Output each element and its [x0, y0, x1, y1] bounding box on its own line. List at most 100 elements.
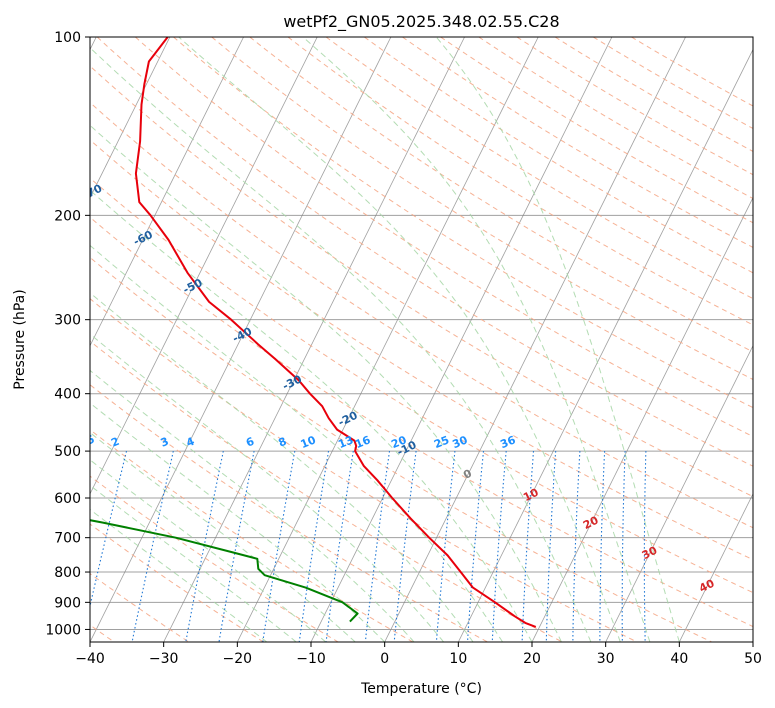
dry-adiabat-label: 40	[697, 577, 717, 596]
mixing-ratio-label: 13	[336, 433, 355, 451]
mixing-ratio-line	[364, 451, 391, 642]
moist-adiabat-line	[90, 459, 327, 642]
moist-adiabat-label: -50	[181, 276, 205, 297]
x-tick-label: −10	[296, 651, 326, 667]
plot-background	[90, 37, 753, 642]
dry-adiabat-line	[211, 37, 753, 381]
isotherm-line	[90, 37, 318, 495]
isotherm-line	[163, 37, 465, 642]
mixing-ratio-label: 20	[389, 433, 408, 451]
mixing-ratio-label: 8	[277, 435, 289, 450]
x-tick-label: 40	[670, 651, 688, 667]
mixing-ratio-line	[643, 451, 647, 642]
x-tick-label: −30	[149, 651, 179, 667]
mixing-ratio-line	[131, 450, 174, 642]
dry-adiabat-line	[90, 475, 339, 642]
mixing-ratio-line	[466, 451, 485, 642]
dry-adiabat-line	[478, 37, 753, 200]
moist-adiabat-line	[90, 402, 386, 642]
mixing-ratio-label: 1.5	[74, 433, 97, 452]
mixing-ratio-line	[621, 451, 626, 642]
mixing-ratio-label: 0.6	[0, 432, 11, 451]
chart-title: wetPf2_GN05.2025.348.02.55.C28	[283, 12, 559, 32]
dry-adiabat-line	[90, 298, 638, 642]
mixing-ratio-label: 2	[109, 435, 121, 450]
y-tick-label: 100	[54, 30, 81, 46]
y-tick-label: 600	[54, 491, 81, 507]
mixing-ratio-label: 1	[40, 435, 52, 450]
x-tick-label: 10	[449, 651, 467, 667]
mixing-ratio-line	[393, 451, 417, 642]
mixing-ratio-label: 16	[353, 433, 372, 451]
x-tick-label: 30	[597, 651, 615, 667]
moist-adiabat-line	[178, 37, 621, 642]
x-tick-label: 50	[744, 651, 762, 667]
isotherm-line	[90, 37, 244, 347]
moist-adiabat-label: -40	[230, 325, 254, 346]
plot-frame	[89, 36, 754, 643]
mixing-ratio-label: 4	[184, 435, 196, 450]
dry-adiabat-line	[325, 37, 753, 300]
isotherm-line	[531, 196, 753, 642]
mixing-ratio-line	[599, 451, 606, 642]
moist-adiabat-label: -60	[131, 228, 155, 249]
mixing-ratio-line	[572, 451, 581, 642]
dry-adiabat-line	[592, 37, 753, 130]
x-tick-label: 0	[380, 651, 389, 667]
isotherm-line	[605, 344, 753, 642]
y-tick-label: 300	[54, 313, 81, 329]
mixing-ratio-label: 10	[299, 433, 318, 451]
y-tick-label: 400	[54, 387, 81, 403]
moist-adiabat-line	[90, 244, 503, 642]
dry-adiabat-line	[90, 101, 753, 529]
isotherm-line	[752, 641, 753, 642]
mixing-ratio-line	[90, 450, 128, 609]
mixing-ratio-label: 25	[432, 433, 451, 451]
isotherm-line	[384, 37, 686, 642]
moist-adiabat-line	[90, 369, 415, 642]
isotherm-line	[457, 48, 753, 642]
dry-adiabat-line	[287, 37, 753, 326]
isotherm-line	[90, 37, 392, 642]
mixing-ratio-line	[545, 451, 557, 642]
moist-adiabat-line	[90, 46, 592, 642]
y-tick-label: 1000	[45, 622, 81, 638]
isotherm-line	[90, 37, 171, 199]
dry-adiabat-line	[90, 65, 753, 498]
y-axis-label: Pressure (hPa)	[12, 289, 28, 389]
x-tick-label: 20	[523, 651, 541, 667]
dry-adiabat-line	[402, 37, 753, 248]
dry-adiabat-line	[173, 37, 753, 409]
mixing-ratio-line	[298, 451, 330, 642]
dry-adiabat-label: 10	[521, 486, 541, 505]
moist-adiabat-line	[90, 292, 474, 642]
isotherm-line	[678, 492, 753, 642]
dry-adiabat-label: 30	[640, 544, 660, 563]
dry-adiabat-line	[364, 37, 753, 274]
moist-adiabat-line	[435, 37, 680, 642]
dry-adiabat-line	[90, 429, 414, 642]
x-tick-label: −20	[223, 651, 253, 667]
moist-adiabat-label: -30	[280, 372, 304, 393]
moist-adiabat-line	[302, 37, 651, 642]
mixing-ratio-line	[262, 450, 296, 642]
dry-adiabat-line	[90, 523, 264, 642]
moist-adiabat-line	[90, 431, 356, 642]
moist-adiabat-line	[90, 124, 562, 642]
dry-adiabat-line	[249, 37, 753, 353]
mixing-ratio-label: 36	[498, 433, 517, 451]
dewpoint-profile-line	[90, 519, 359, 623]
mixing-ratio-label: 6	[244, 435, 256, 450]
dry-adiabat-line	[90, 256, 712, 642]
moist-adiabat-line	[90, 333, 444, 642]
mixing-ratio-line	[325, 451, 354, 642]
dry-adiabat-line	[90, 340, 563, 642]
moist-adiabat-line	[90, 189, 533, 642]
isotherm-line	[236, 37, 539, 642]
moist-adiabat-label: -90	[0, 88, 4, 109]
plot-series	[90, 37, 537, 628]
mixing-ratio-label: 3	[159, 435, 171, 450]
y-tick-label: 700	[54, 531, 81, 547]
